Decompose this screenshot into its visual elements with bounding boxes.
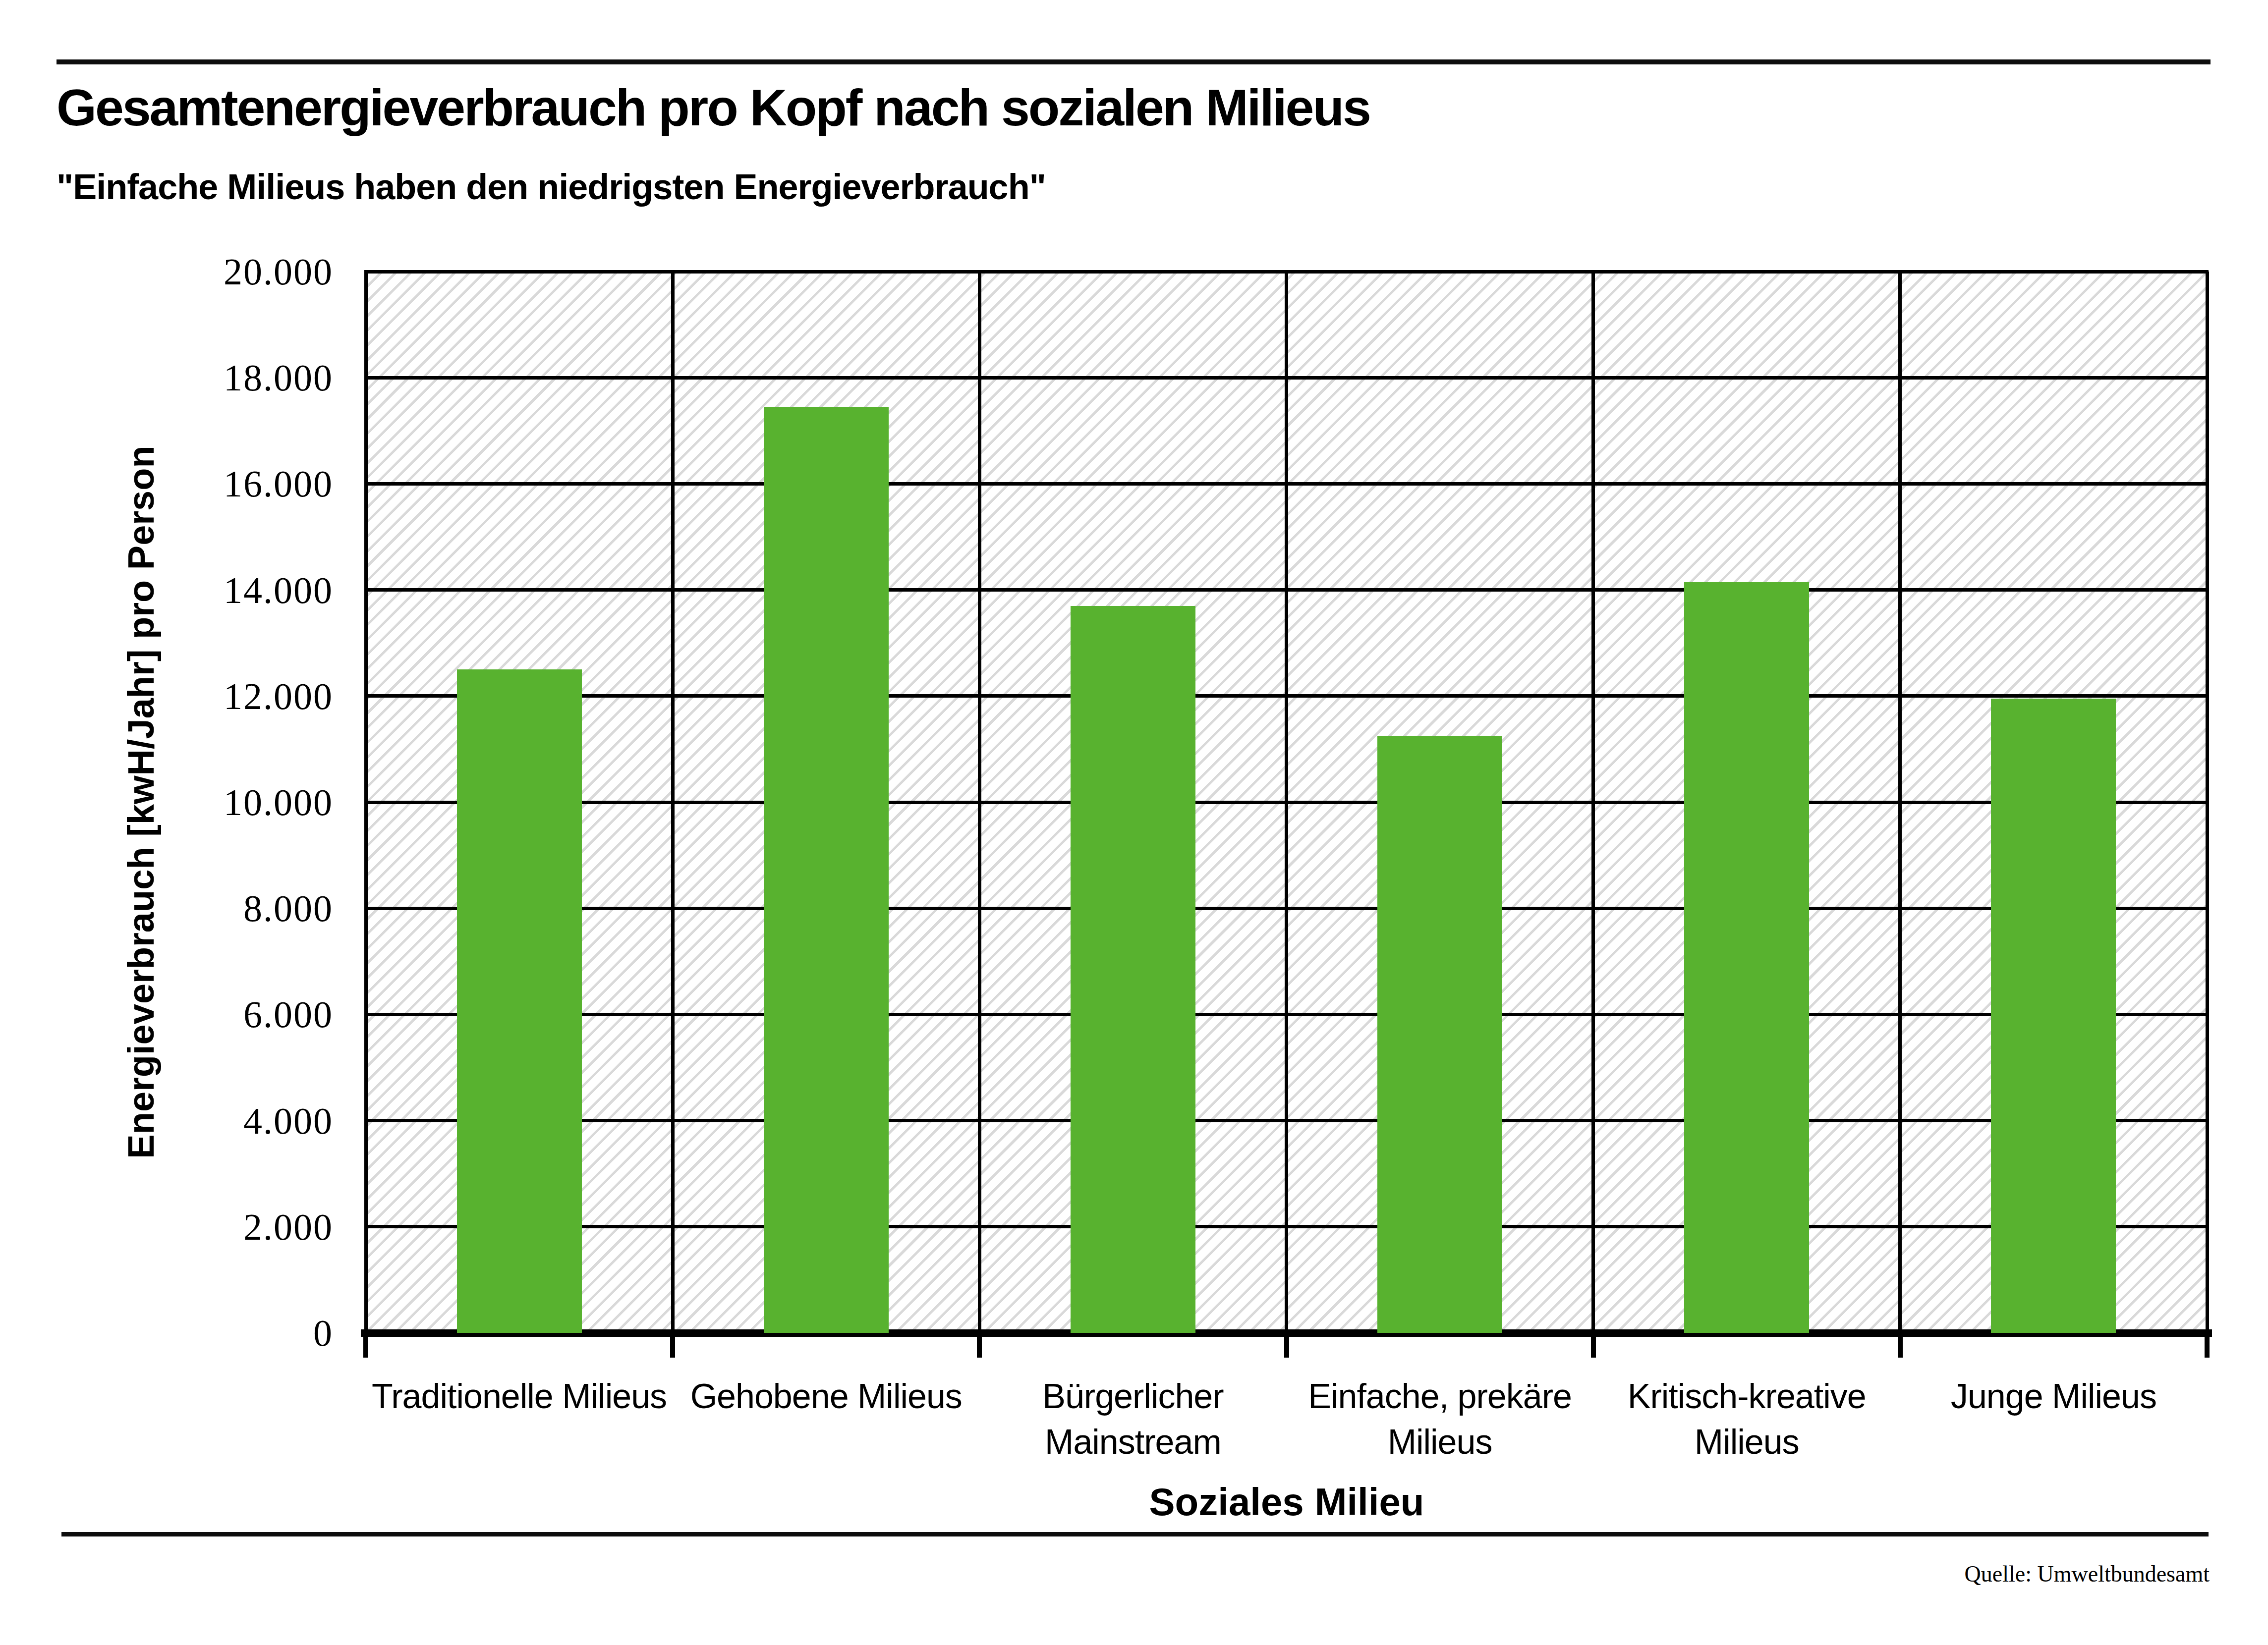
y-tick-label: 6.000 bbox=[0, 990, 333, 1038]
x-category-label: Bürgerlicher Mainstream bbox=[982, 1373, 1284, 1465]
bar bbox=[1684, 582, 1809, 1333]
x-tick bbox=[670, 1337, 675, 1358]
chart-title: Gesamtenergieverbrauch pro Kopf nach soz… bbox=[57, 78, 1370, 137]
y-tick-label: 12.000 bbox=[0, 672, 333, 720]
y-tick-label: 8.000 bbox=[0, 884, 333, 932]
x-category-label: Einfache, prekäre Milieus bbox=[1289, 1373, 1591, 1465]
x-category-label: Gehobene Milieus bbox=[675, 1373, 977, 1419]
x-gridline bbox=[671, 272, 675, 1333]
y-tick-label: 10.000 bbox=[0, 778, 333, 826]
source-note: Quelle: Umweltbundesamt bbox=[1763, 1561, 2210, 1587]
bar bbox=[457, 669, 582, 1333]
y-tick-label: 20.000 bbox=[0, 248, 333, 295]
x-axis-title: Soziales Milieu bbox=[1138, 1480, 1435, 1525]
x-tick bbox=[1591, 1337, 1596, 1358]
bar bbox=[1071, 606, 1195, 1333]
x-tick bbox=[2205, 1337, 2210, 1358]
plot-right-border bbox=[2206, 272, 2209, 1333]
x-gridline bbox=[978, 272, 981, 1333]
x-gridline bbox=[1898, 272, 1902, 1333]
y-tick-label: 4.000 bbox=[0, 1097, 333, 1145]
x-tick bbox=[1284, 1337, 1289, 1358]
y-tick-label: 14.000 bbox=[0, 566, 333, 614]
y-tick-label: 0 bbox=[0, 1309, 333, 1357]
y-tick-label: 16.000 bbox=[0, 460, 333, 507]
top-rule bbox=[57, 59, 2211, 64]
y-tick-label: 2.000 bbox=[0, 1203, 333, 1251]
x-tick bbox=[363, 1337, 368, 1358]
x-axis-line bbox=[361, 1329, 2212, 1337]
plot-left-border bbox=[364, 272, 368, 1333]
bar bbox=[1991, 699, 2116, 1333]
x-category-label: Kritisch-kreative Milieus bbox=[1595, 1373, 1898, 1465]
x-gridline bbox=[1285, 272, 1288, 1333]
x-category-label: Junge Milieus bbox=[1902, 1373, 2205, 1419]
bottom-rule bbox=[61, 1532, 2209, 1536]
page: Gesamtenergieverbrauch pro Kopf nach soz… bbox=[0, 0, 2268, 1645]
x-tick bbox=[977, 1337, 982, 1358]
bar bbox=[764, 407, 889, 1333]
x-tick bbox=[1898, 1337, 1903, 1358]
x-gridline bbox=[1591, 272, 1595, 1333]
chart-subtitle: "Einfache Milieus haben den niedrigsten … bbox=[57, 166, 1046, 207]
plot-area bbox=[366, 272, 2207, 1333]
y-tick-label: 18.000 bbox=[0, 354, 333, 401]
x-category-label: Traditionelle Milieus bbox=[368, 1373, 671, 1419]
bar bbox=[1377, 736, 1502, 1333]
